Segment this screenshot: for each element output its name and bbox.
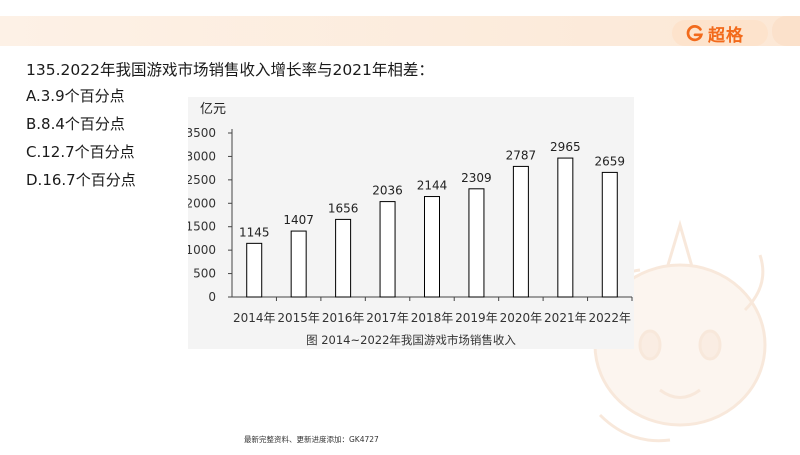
x-tick-label: 2021年 — [544, 311, 587, 325]
mascot-watermark-icon — [593, 219, 767, 443]
chart-panel: 亿元 0 500 1000 1500 2000 2500 3000 3500 1145 2014年 1… — [188, 97, 634, 349]
x-tick-label: 2015年 — [277, 311, 320, 325]
y-tick-label: 2000 — [188, 196, 216, 210]
y-axis-label: 亿元 — [200, 102, 226, 117]
option-d[interactable]: D.16.7个百分点 — [26, 171, 136, 189]
bar — [468, 188, 485, 298]
x-tick-label: 2018年 — [411, 311, 454, 325]
question-text: 135.2022年我国游戏市场销售收入增长率与2021年相差： — [26, 61, 434, 79]
bar — [601, 171, 618, 298]
x-tick-label: 2016年 — [322, 311, 365, 325]
bar-value-label: 2965 — [550, 140, 581, 154]
option-a[interactable]: A.3.9个百分点 — [26, 87, 125, 105]
x-tick-label: 2017年 — [366, 311, 409, 325]
bar-value-label: 2036 — [372, 184, 403, 198]
y-tick-label: 3500 — [188, 126, 216, 140]
bar — [379, 201, 396, 298]
bar — [424, 196, 440, 298]
x-tick-label: 2020年 — [500, 311, 543, 325]
option-c[interactable]: C.12.7个百分点 — [26, 143, 135, 161]
bar-value-label: 1407 — [283, 213, 314, 227]
brand-logo: 超格 — [686, 22, 744, 46]
bar-value-label: 1145 — [239, 225, 270, 239]
x-tick-label: 2014年 — [233, 311, 276, 325]
y-tick-label: 1000 — [188, 243, 216, 257]
y-tick-label: 500 — [193, 267, 216, 281]
bar — [512, 165, 529, 298]
x-tick-label: 2022年 — [589, 311, 632, 325]
bar-value-label: 2309 — [461, 171, 492, 185]
bar — [290, 230, 307, 298]
y-tick-label: 3000 — [188, 149, 216, 163]
y-tick-label: 1500 — [188, 220, 216, 234]
chart-title: 图 2014~2022年我国游戏市场销售收入 — [306, 333, 516, 347]
brand-g-icon — [686, 25, 704, 42]
header-right-tab — [772, 16, 800, 46]
bar-chart: 亿元 0 500 1000 1500 2000 2500 3000 3500 1145 2014年 1… — [188, 102, 633, 347]
x-tick-label: 2019年 — [455, 311, 498, 325]
y-tick-label: 2500 — [188, 173, 216, 187]
bar — [335, 218, 352, 298]
header-band — [0, 16, 800, 46]
brand-logo-text: 超格 — [708, 25, 744, 46]
bar-value-label: 2787 — [506, 148, 537, 162]
y-tick-label: 0 — [208, 290, 216, 304]
option-b[interactable]: B.8.4个百分点 — [26, 115, 125, 133]
footer-note: 最新完整资料、更新进度添加：GK4727 — [244, 435, 379, 444]
bar-value-label: 2659 — [595, 154, 626, 168]
bar — [557, 157, 574, 298]
bar — [246, 242, 263, 298]
bar-value-label: 1656 — [328, 201, 359, 215]
bar-value-label: 2144 — [417, 179, 448, 193]
